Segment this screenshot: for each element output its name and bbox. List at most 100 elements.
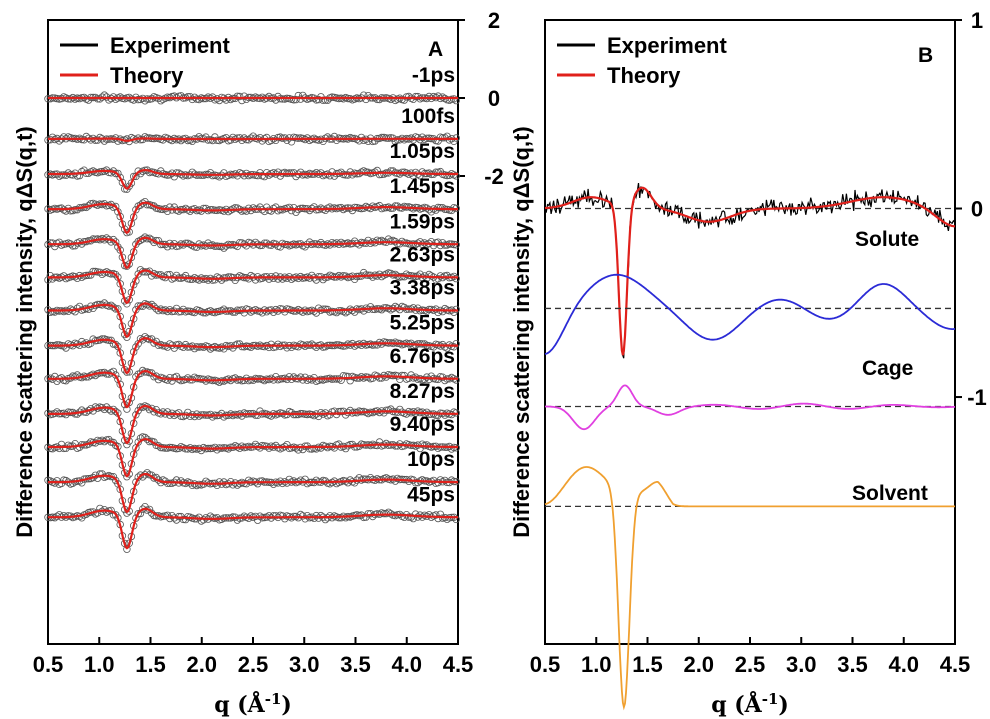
data-point — [265, 92, 273, 101]
data-point — [229, 344, 237, 352]
data-point — [134, 510, 142, 518]
data-point — [416, 238, 424, 246]
data-point — [254, 411, 262, 419]
theory-trace — [544, 186, 956, 356]
panel-a-x-tick-label: 1.5 — [135, 652, 166, 677]
panel-a-y-tick-label: 0 — [488, 86, 500, 111]
data-point — [55, 137, 63, 145]
data-point — [326, 171, 334, 180]
data-point — [100, 405, 109, 414]
data-point — [389, 167, 397, 175]
data-point — [317, 511, 325, 520]
data-point — [369, 273, 377, 281]
data-point — [278, 479, 287, 488]
trace-1.59ps-theory — [48, 236, 458, 270]
trace-label: 2.63ps — [390, 243, 455, 266]
data-point — [380, 409, 388, 417]
data-point — [224, 273, 233, 281]
data-point — [233, 516, 242, 524]
data-point — [378, 374, 386, 382]
panel-b-x-tick-label: 1.5 — [632, 652, 663, 677]
data-point — [199, 204, 208, 213]
legend-a-experiment-label: Experiment — [110, 33, 230, 58]
data-point — [260, 376, 269, 385]
panel-b-label: B — [918, 44, 933, 67]
legend-b-theory-label: Theory — [607, 63, 681, 88]
data-point — [175, 242, 183, 250]
data-point — [305, 238, 314, 246]
panel-a-x-tick-label: 4.5 — [443, 652, 474, 677]
data-point — [418, 440, 426, 448]
data-point — [132, 205, 140, 214]
panel-a-x-tick-label: 1.0 — [84, 652, 115, 677]
panel-b-x-tick-label: 1.0 — [581, 652, 612, 677]
data-point — [134, 340, 142, 348]
panel-a-x-tick-label: 2.0 — [186, 652, 217, 677]
data-point — [233, 340, 242, 348]
data-point — [71, 241, 79, 250]
data-point — [321, 96, 330, 104]
data-point — [256, 241, 264, 250]
trace-1.05ps-points — [44, 166, 460, 193]
panel-a-trace-labels: -1ps 100fs 1.05ps 1.45ps 1.59ps 2.63ps 3.38ps 5… — [390, 64, 455, 506]
data-point — [342, 411, 350, 419]
data-point — [123, 473, 131, 481]
data-point — [348, 440, 357, 449]
trace-label: -1ps — [412, 64, 455, 87]
data-point — [346, 440, 354, 449]
data-point — [303, 512, 311, 520]
data-point — [382, 474, 390, 482]
panel-b-y-tick-label: 1 — [971, 8, 983, 33]
panel-b-x-tick-label: 2.5 — [735, 652, 766, 677]
data-point — [434, 203, 442, 212]
data-point — [452, 172, 460, 180]
data-point — [452, 274, 460, 283]
data-point — [308, 271, 316, 280]
panel-b-x-axis: 0.5 1.0 1.5 2.0 2.5 3.0 3.5 4.0 4.5 — [530, 637, 970, 677]
data-point — [319, 305, 327, 313]
data-point — [391, 202, 399, 210]
data-point — [69, 479, 77, 487]
data-point — [152, 271, 160, 279]
panel-a-x-axis: 0.5 1.0 1.5 2.0 2.5 3.0 3.5 4.0 4.5 — [33, 637, 474, 677]
data-point — [447, 95, 456, 103]
data-point — [366, 303, 375, 311]
panel-a-y-tick-label: 2 — [488, 8, 500, 33]
data-point — [414, 407, 422, 415]
trace-label: 1.59ps — [390, 210, 455, 233]
data-point — [84, 96, 93, 104]
data-point — [141, 233, 149, 241]
panel-b-frame — [544, 19, 956, 645]
data-point — [411, 479, 420, 487]
panel-b-y-axis: 1 0 -1 — [955, 8, 987, 410]
data-point — [111, 169, 120, 178]
data-point — [186, 412, 194, 420]
data-point — [208, 413, 217, 421]
data-point — [452, 376, 460, 384]
solute-label: Solute — [855, 228, 919, 251]
data-point — [375, 95, 384, 104]
data-point — [312, 511, 320, 520]
data-point — [441, 304, 449, 313]
data-point — [272, 203, 280, 211]
data-point — [170, 373, 178, 382]
panel-b-x-tick-label: 3.0 — [786, 652, 817, 677]
data-point — [447, 445, 456, 453]
data-point — [123, 368, 131, 376]
data-point — [177, 412, 185, 420]
panel-a-y-axis: 2 0 -2 — [458, 8, 504, 189]
cage-label: Cage — [862, 357, 913, 380]
panel-b-x-tick-label: 0.5 — [530, 652, 561, 677]
legend-b-experiment-label: Experiment — [607, 33, 727, 58]
panel-b-y-title: Difference scattering intensity, qΔS(q,t… — [509, 126, 534, 537]
panel-a-traces — [44, 91, 460, 553]
data-point — [269, 480, 278, 488]
panel-b-x-tick-label: 4.0 — [888, 652, 919, 677]
data-point — [432, 411, 440, 419]
data-point — [360, 307, 368, 315]
data-point — [438, 203, 447, 212]
data-point — [172, 169, 181, 177]
data-point — [441, 376, 449, 385]
data-point — [247, 271, 255, 280]
